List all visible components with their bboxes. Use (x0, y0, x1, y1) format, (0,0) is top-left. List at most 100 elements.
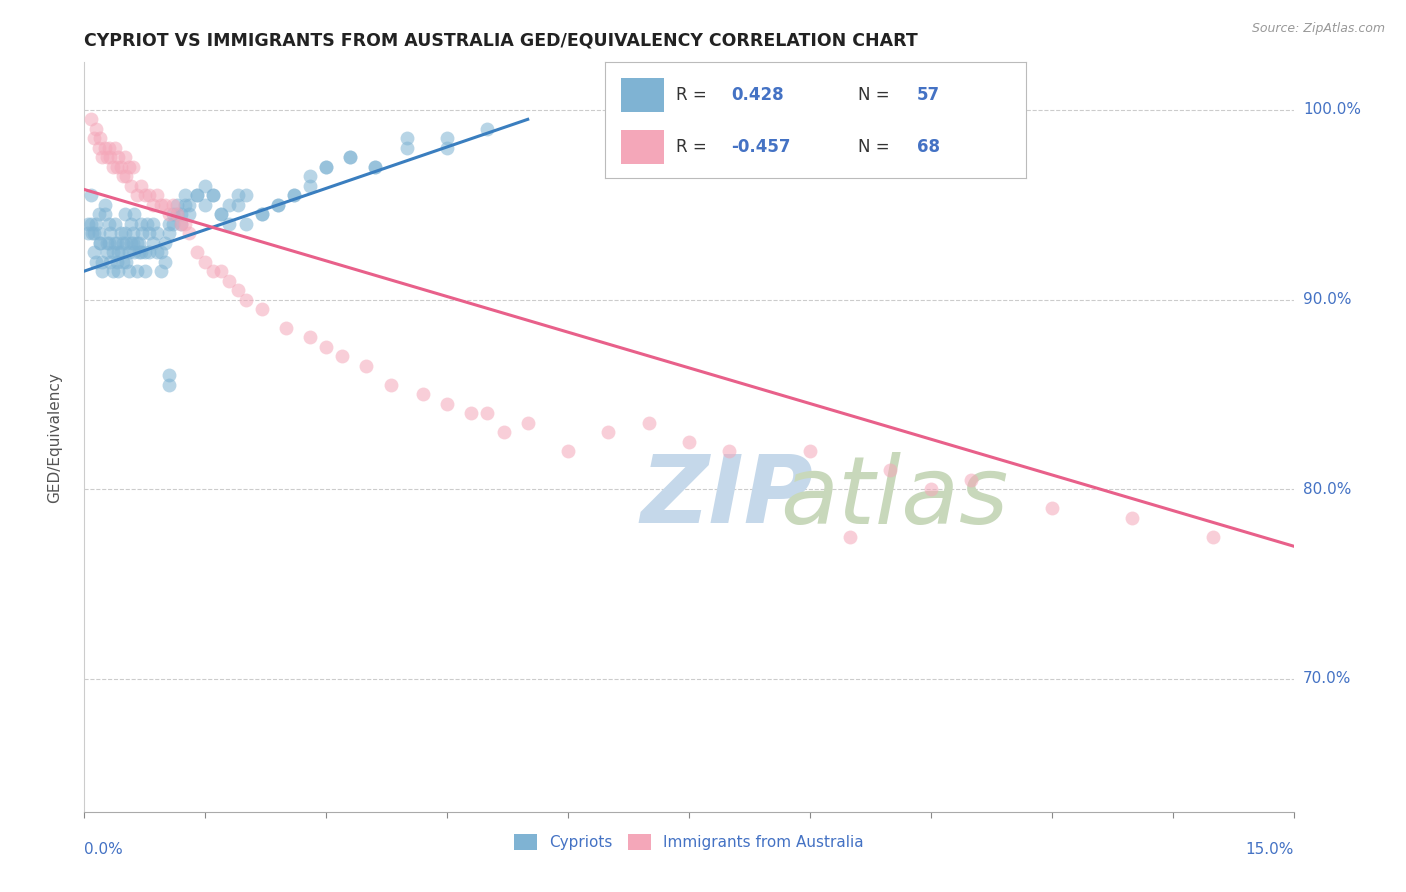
Text: 70.0%: 70.0% (1303, 672, 1351, 687)
Point (149, 264, 172, 278)
Text: 0.0%: 0.0% (84, 842, 124, 856)
Point (363, 160, 385, 174)
Point (218, 274, 240, 288)
Text: atlas: atlas (780, 451, 1008, 542)
Point (492, 425, 515, 440)
Point (186, 188, 208, 202)
Point (77, 217, 100, 231)
Point (339, 150, 361, 164)
Point (920, 482, 942, 496)
Point (112, 169, 135, 184)
Text: ZIP: ZIP (641, 451, 814, 543)
Point (91, 150, 114, 164)
Point (166, 197, 188, 211)
Point (267, 197, 290, 211)
Point (98, 254, 121, 268)
Point (557, 444, 579, 458)
Point (93, 207, 115, 221)
Text: -0.457: -0.457 (731, 138, 790, 156)
Point (149, 245, 172, 260)
Point (101, 160, 124, 174)
Point (209, 207, 232, 221)
Point (86, 254, 108, 268)
Point (250, 207, 273, 221)
Point (131, 226, 153, 240)
Text: 90.0%: 90.0% (1303, 292, 1351, 307)
Point (101, 264, 124, 278)
Point (114, 207, 136, 221)
Point (128, 245, 150, 260)
Point (363, 160, 385, 174)
Point (124, 207, 146, 221)
Point (87, 226, 110, 240)
Point (157, 217, 180, 231)
Point (101, 245, 124, 260)
Point (1040, 501, 1063, 516)
Point (339, 150, 361, 164)
Point (598, 425, 620, 440)
Point (97, 217, 120, 231)
Point (395, 141, 418, 155)
FancyBboxPatch shape (621, 78, 664, 112)
Point (134, 188, 156, 202)
Point (235, 217, 257, 231)
Point (110, 160, 132, 174)
Point (380, 378, 402, 392)
Point (218, 197, 240, 211)
Point (107, 150, 129, 164)
Point (105, 235, 128, 250)
Point (879, 463, 901, 477)
Point (110, 245, 132, 260)
Point (267, 197, 290, 211)
Point (174, 188, 197, 202)
Point (121, 160, 143, 174)
Point (97, 141, 120, 155)
Point (637, 416, 659, 430)
Point (274, 321, 297, 335)
Point (121, 226, 143, 240)
Point (120, 217, 142, 231)
Point (162, 217, 184, 231)
Point (153, 197, 176, 211)
Point (153, 235, 176, 250)
Point (124, 245, 146, 260)
Point (80, 188, 103, 202)
Point (194, 197, 217, 211)
Point (146, 245, 169, 260)
Point (170, 217, 193, 231)
Point (436, 397, 458, 411)
Point (129, 178, 152, 193)
Point (330, 350, 353, 364)
Point (202, 188, 225, 202)
Point (125, 264, 148, 278)
Point (134, 245, 156, 260)
Point (174, 197, 197, 211)
Point (142, 235, 165, 250)
Point (960, 473, 983, 487)
Point (162, 207, 184, 221)
Point (179, 226, 201, 240)
Point (104, 217, 127, 231)
Point (142, 217, 165, 231)
Point (149, 197, 172, 211)
Point (194, 254, 217, 268)
Point (799, 444, 821, 458)
Point (202, 264, 225, 278)
Point (315, 160, 337, 174)
Point (89, 235, 111, 250)
Point (146, 226, 169, 240)
Point (209, 264, 232, 278)
Point (87, 207, 110, 221)
Point (93, 141, 115, 155)
Point (112, 235, 135, 250)
Point (89, 235, 111, 250)
Point (395, 131, 418, 145)
Point (129, 217, 152, 231)
Text: Source: ZipAtlas.com: Source: ZipAtlas.com (1251, 22, 1385, 36)
Point (86, 121, 108, 136)
Point (105, 160, 128, 174)
Text: R =: R = (676, 138, 713, 156)
Point (283, 188, 305, 202)
Point (80, 217, 103, 231)
Point (436, 141, 458, 155)
